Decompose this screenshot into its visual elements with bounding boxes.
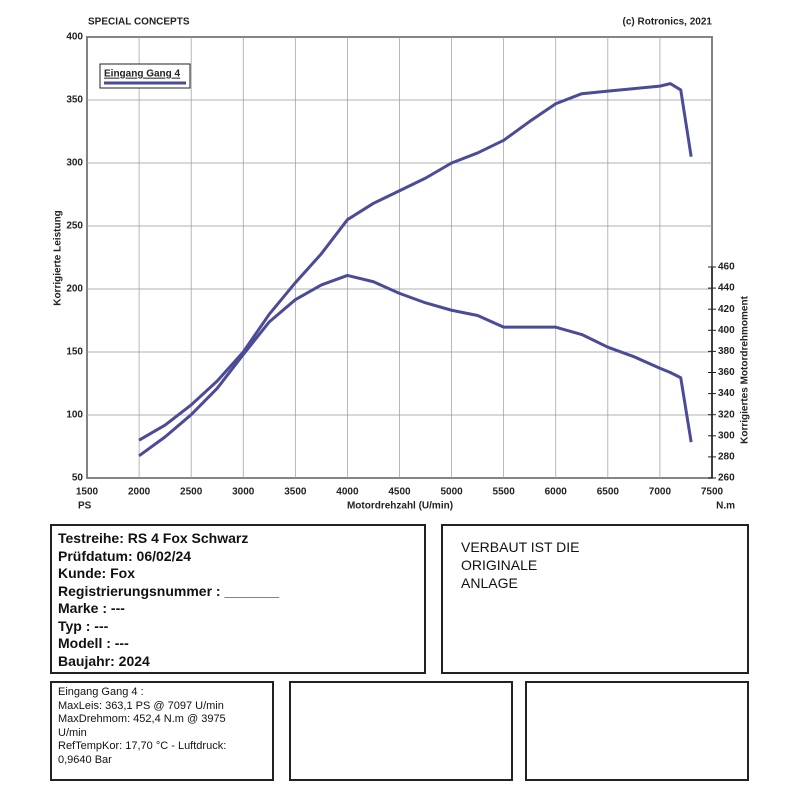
report-line: Kunde: Fox [58,565,135,581]
y-tick-label: 50 [72,473,84,484]
y2-tick-label: 260 [718,473,735,484]
y2-tick-label: 440 [718,283,735,294]
series-line [138,273,693,458]
x-tick-label: 2500 [180,487,203,498]
y-tick-label: 350 [66,95,83,106]
empty-box [525,681,749,781]
x-tick-label: 4000 [336,487,359,498]
y-tick-label: 200 [66,284,83,295]
y-tick-label: 100 [66,410,83,421]
y-tick-label: 250 [66,221,83,232]
x-tick-label: 5500 [493,487,516,498]
report-line: Modell : --- [58,635,129,651]
x-tick-label: 7000 [649,487,672,498]
y2-tick-label: 340 [718,388,735,399]
report-line: Registrierungsnummer : _______ [58,582,279,599]
chart-subtitle: (c) Rotronics, 2021 [623,17,713,28]
chart-title: SPECIAL CONCEPTS [88,17,190,28]
summary-line: RefTempKor: 17,70 °C - Luftdruck: [58,740,227,752]
note-box: VERBAUT IST DIE ORIGINALE ANLAGE [441,524,749,674]
y2-tick-label: 320 [718,409,735,420]
empty-box [289,681,513,781]
summary-line: 0,9640 Bar [58,753,112,766]
report-line: Prüfdatum: 06/02/24 [58,547,192,564]
series-line [138,82,693,442]
report-box: Testreihe: RS 4 Fox Schwarz Prüfdatum: 06… [50,524,426,674]
y2-tick-label: 420 [718,304,735,315]
y2-axis-label: Korrigiertes Motordrehmoment [740,295,751,443]
report-line: Typ : --- [58,617,109,634]
y2-unit: N.m [716,501,735,512]
y-tick-label: 300 [66,158,83,169]
y-axis-label: Korrigierte Leistung [53,210,64,306]
y-tick-label: 150 [66,347,83,358]
note-line: ANLAGE [461,575,518,591]
x-axis-label: Motordrehzahl (U/min) [347,501,453,512]
report-line: Testreihe: RS 4 Fox Schwarz [58,530,249,546]
summary-line: MaxDrehmom: 452,4 N.m @ 3975 [58,713,226,725]
x-tick-label: 6000 [545,487,568,498]
x-tick-label: 6500 [597,487,620,498]
x-tick-label: 1500 [76,487,99,498]
x-tick-label: 3500 [284,487,307,498]
x-tick-label: 3000 [232,487,255,498]
chart: SPECIAL CONCEPTS (c) Rotronics, 2021 Mot… [53,17,751,512]
summary-box: Eingang Gang 4 : MaxLeis: 363,1 PS @ 7097… [50,681,274,781]
y-tick-label: 400 [66,32,83,43]
y2-tick-label: 300 [718,430,735,441]
legend-label: Eingang Gang 4 [104,69,181,80]
x-tick-label: 2000 [128,487,151,498]
summary-line: Eingang Gang 4 : [58,686,144,698]
y2-tick-label: 380 [718,346,735,357]
y-unit: PS [78,501,92,512]
y2-tick-label: 360 [718,367,735,378]
x-tick-label: 4500 [388,487,411,498]
summary-line: MaxLeis: 363,1 PS @ 7097 U/min [58,699,224,712]
x-tick-label: 5000 [440,487,463,498]
y2-tick-label: 460 [718,262,735,273]
y2-tick-label: 280 [718,452,735,463]
summary-line: U/min [58,726,87,739]
x-tick-label: 7500 [701,487,724,498]
note-line: ORIGINALE [461,557,538,573]
y2-tick-label: 400 [718,325,735,336]
report-line: Marke : --- [58,600,125,616]
note-line: VERBAUT IST DIE [461,539,580,555]
report-line: Baujahr: 2024 [58,652,150,669]
